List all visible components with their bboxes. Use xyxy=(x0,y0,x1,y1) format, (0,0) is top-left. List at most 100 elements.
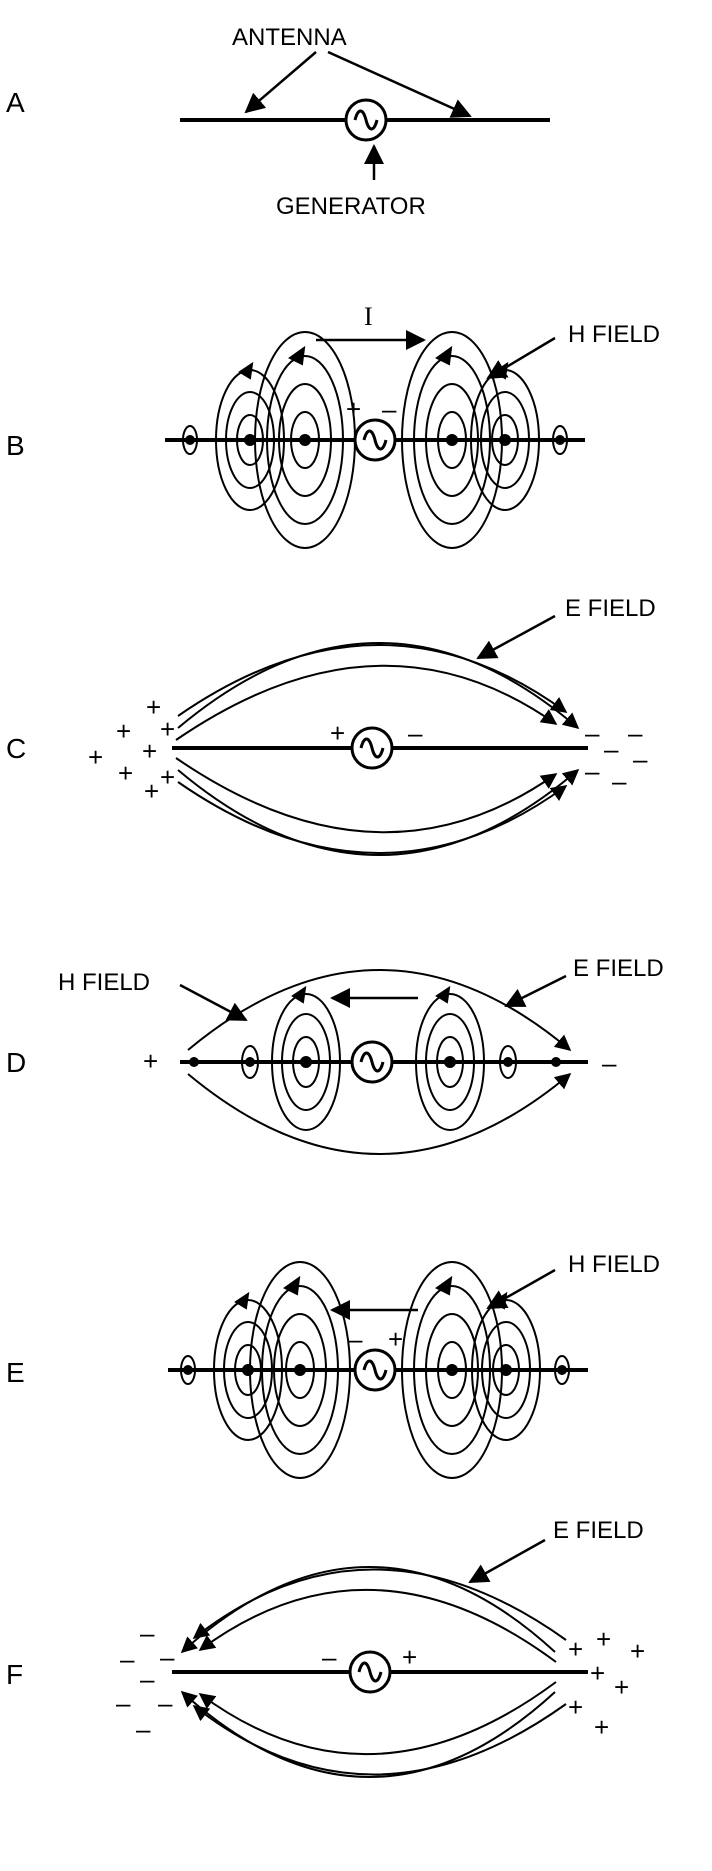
h-field-label-d: H FIELD xyxy=(58,969,150,996)
minus-sign-b: – xyxy=(382,394,397,424)
generator-icon xyxy=(348,1650,392,1694)
generator-label: GENERATOR xyxy=(276,193,426,220)
panel-label-e: E xyxy=(6,1357,25,1388)
minus-sign: – xyxy=(160,1642,175,1672)
minus-sign-e: – xyxy=(348,1324,363,1354)
h-field-loop-icon xyxy=(470,361,540,511)
e-field-line-icon xyxy=(180,1566,556,1654)
panel-label-f: F xyxy=(6,1659,23,1690)
e-field-label-f: E FIELD xyxy=(553,1517,644,1544)
e-field-line-icon xyxy=(177,644,568,717)
e-field-line-icon xyxy=(192,1703,567,1776)
h-field-loop-icon xyxy=(241,1045,259,1079)
minus-sign: – xyxy=(585,718,600,748)
panel-label-d: D xyxy=(6,1047,26,1078)
antenna-pointer-left xyxy=(244,51,317,114)
e-field-label-c: E FIELD xyxy=(565,595,656,622)
plus-sign: + xyxy=(614,1672,629,1702)
plus-sign: + xyxy=(144,776,159,806)
panel-a: A ANTENNA GENERATOR xyxy=(6,24,550,220)
plus-sign: + xyxy=(146,692,161,722)
generator-icon xyxy=(350,726,394,770)
plus-sign: + xyxy=(596,1624,611,1654)
h-field-loop-icon xyxy=(180,1355,196,1385)
minus-sign: – xyxy=(140,1618,155,1648)
h-field-loop-icon xyxy=(215,361,285,511)
e-field-line-icon xyxy=(180,1690,556,1778)
h-field-loops-e xyxy=(180,1261,570,1479)
panel-label-c: C xyxy=(6,733,26,764)
generator-icon xyxy=(353,418,397,462)
minus-sign-f: – xyxy=(322,1642,337,1672)
generator-icon xyxy=(344,98,388,142)
minus-sign: – xyxy=(585,756,600,786)
h-field-loops-d xyxy=(189,985,561,1131)
e-field-line-icon xyxy=(187,969,572,1052)
e-field-pointer-c xyxy=(476,614,556,660)
panel-label-b: B xyxy=(6,430,25,461)
minus-charges-c: – – – – – – xyxy=(585,718,648,796)
e-field-line-icon xyxy=(198,1681,557,1756)
current-label-b: I xyxy=(364,302,373,331)
antenna-label: ANTENNA xyxy=(232,24,347,51)
antenna-pointer-right xyxy=(327,50,472,118)
h-field-loop-icon xyxy=(249,1261,351,1479)
minus-sign: – xyxy=(140,1664,155,1694)
panel-d: D H FIELD E FIELD + – xyxy=(6,955,664,1155)
e-field-line-icon xyxy=(175,664,558,741)
h-field-loops-b xyxy=(182,331,568,549)
panel-f: F E FIELD – – – – – – – + + + + + + xyxy=(6,1517,645,1778)
h-field-loop-icon xyxy=(552,425,568,455)
e-field-line-icon xyxy=(192,1568,567,1641)
plus-sign: + xyxy=(142,736,157,766)
minus-sign: – xyxy=(120,1644,135,1674)
plus-charges-f: + + + + + + + xyxy=(568,1624,645,1742)
e-field-lines-f xyxy=(180,1566,567,1778)
minus-sign: – xyxy=(633,744,648,774)
plus-sign: + xyxy=(118,758,133,788)
e-field-lines-c xyxy=(175,642,580,856)
minus-charges-f: – – – – – – – xyxy=(116,1618,175,1744)
minus-sign-c: – xyxy=(408,718,423,748)
h-field-label-e: H FIELD xyxy=(568,1251,660,1278)
generator-icon xyxy=(350,1040,394,1084)
plus-sign-f: + xyxy=(402,1642,417,1672)
h-field-loop-icon xyxy=(271,985,341,1131)
minus-sign: – xyxy=(136,1714,151,1744)
plus-sign-e: + xyxy=(388,1324,403,1354)
panel-b: B I H FIELD + – xyxy=(6,302,660,549)
plus-sign: + xyxy=(630,1636,645,1666)
plus-sign: + xyxy=(594,1712,609,1742)
plus-sign: + xyxy=(568,1692,583,1722)
e-field-line-icon xyxy=(177,642,580,730)
plus-sign: + xyxy=(88,742,103,772)
panel-label-a: A xyxy=(6,87,25,118)
h-field-loop-icon xyxy=(182,425,198,455)
generator-icon xyxy=(353,1348,397,1392)
plus-sign: + xyxy=(160,762,175,792)
h-field-loop-icon xyxy=(415,985,485,1131)
minus-sign: – xyxy=(628,718,643,748)
e-field-line-icon xyxy=(175,757,558,834)
e-field-pointer-d xyxy=(504,974,567,1008)
panel-c: C E FIELD + + + + + + + + – – – – – xyxy=(6,595,656,856)
e-field-label-d: E FIELD xyxy=(573,955,664,982)
minus-sign: – xyxy=(604,734,619,764)
e-field-line-icon xyxy=(177,768,580,856)
plus-sign: + xyxy=(590,1658,605,1688)
plus-sign: + xyxy=(116,716,131,746)
h-field-label-b: H FIELD xyxy=(568,321,660,348)
panel-e: E H FIELD – + xyxy=(6,1251,660,1479)
h-field-pointer-d xyxy=(179,983,248,1022)
minus-sign-d: – xyxy=(602,1048,617,1078)
e-field-line-icon xyxy=(187,1072,572,1155)
h-field-loop-icon xyxy=(471,1291,541,1441)
e-field-pointer-f xyxy=(468,1538,546,1584)
e-field-line-icon xyxy=(198,1588,557,1663)
h-field-loop-icon xyxy=(554,1355,570,1385)
minus-sign: – xyxy=(612,766,627,796)
minus-sign: – xyxy=(116,1688,131,1718)
e-field-line-icon xyxy=(177,781,568,854)
h-field-loop-icon xyxy=(499,1045,517,1079)
